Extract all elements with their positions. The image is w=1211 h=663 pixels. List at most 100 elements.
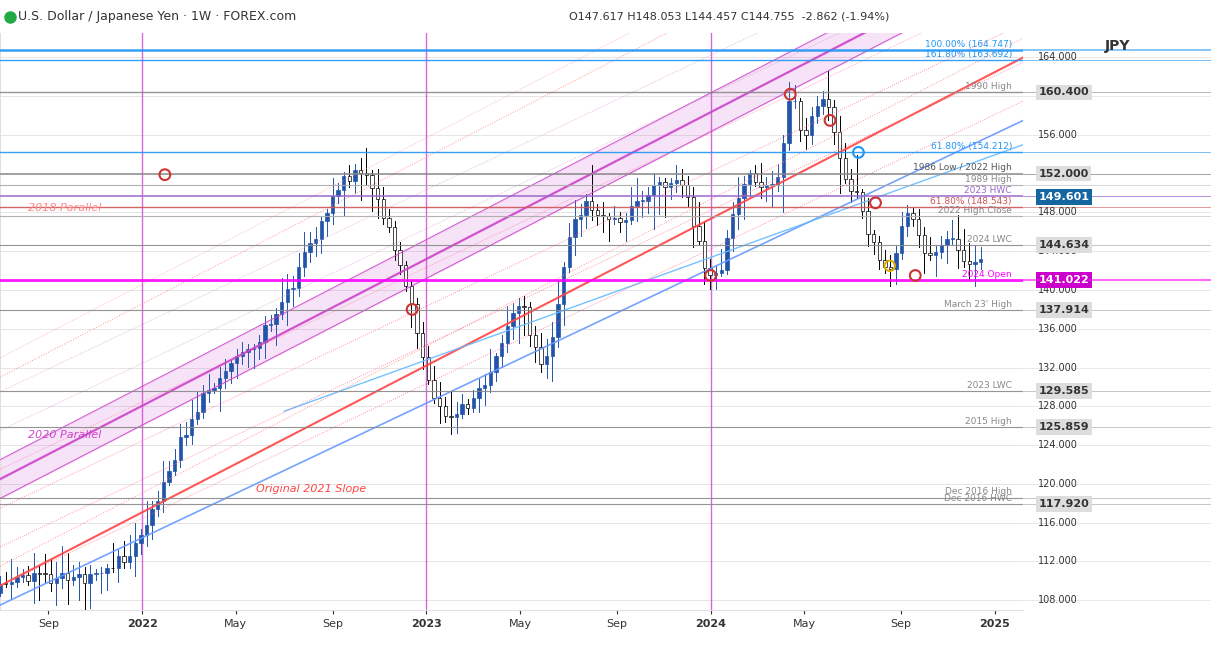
Text: 2018 Parallel: 2018 Parallel <box>28 203 102 213</box>
Bar <box>54 577 58 583</box>
Bar <box>562 267 566 304</box>
Bar <box>342 176 345 190</box>
Text: 1986 Low / 2022 High: 1986 Low / 2022 High <box>913 163 1012 172</box>
Bar <box>923 235 926 253</box>
Bar <box>579 215 582 219</box>
Bar <box>241 351 245 357</box>
Text: U.S. Dollar / Japanese Yen · 1W · FOREX.com: U.S. Dollar / Japanese Yen · 1W · FOREX.… <box>18 10 297 23</box>
Bar <box>872 235 876 242</box>
Bar <box>895 253 897 269</box>
Text: 136.000: 136.000 <box>1038 324 1078 334</box>
Bar <box>776 177 780 184</box>
Bar <box>48 574 52 583</box>
Text: 112.000: 112.000 <box>1038 556 1078 566</box>
Bar <box>804 130 808 135</box>
Bar <box>675 180 678 183</box>
Bar <box>432 380 436 398</box>
Bar <box>426 357 430 380</box>
Bar <box>173 460 177 471</box>
Text: 108.000: 108.000 <box>1038 595 1078 605</box>
Bar <box>320 221 323 239</box>
Bar <box>326 213 328 221</box>
Bar <box>128 556 131 562</box>
Text: 116.000: 116.000 <box>1038 518 1078 528</box>
Bar <box>974 263 977 264</box>
Point <box>402 304 421 315</box>
Bar <box>940 245 943 251</box>
Bar <box>647 195 650 201</box>
Bar <box>71 577 75 580</box>
Text: 1989 High: 1989 High <box>965 175 1012 184</box>
Bar <box>698 226 700 241</box>
Bar <box>855 191 859 192</box>
Text: 141.022: 141.022 <box>1038 275 1089 285</box>
Text: 129.585: 129.585 <box>1038 386 1089 396</box>
Bar <box>27 575 30 581</box>
Bar <box>4 583 7 584</box>
Bar <box>522 306 526 308</box>
Bar <box>404 265 407 286</box>
Bar <box>280 302 283 314</box>
Point <box>880 261 900 271</box>
Bar <box>252 348 256 349</box>
Text: Original 2021 Slope: Original 2021 Slope <box>256 484 366 494</box>
Bar <box>472 398 475 408</box>
Bar <box>415 304 419 333</box>
Bar <box>827 99 831 107</box>
Text: 149.601: 149.601 <box>1038 192 1090 202</box>
Bar <box>0 584 1 593</box>
Bar <box>122 556 126 562</box>
Bar <box>145 525 148 535</box>
Text: Dec 2016 High: Dec 2016 High <box>945 487 1012 496</box>
Text: 2023 HWC: 2023 HWC <box>964 186 1012 194</box>
Bar <box>957 239 960 250</box>
Point <box>781 89 800 99</box>
Point <box>820 115 839 126</box>
Bar <box>44 573 47 574</box>
Bar <box>500 343 504 357</box>
Bar <box>190 420 194 435</box>
Bar <box>331 196 334 213</box>
Bar <box>765 185 768 187</box>
Bar <box>630 206 633 220</box>
Text: 160.400: 160.400 <box>1038 88 1089 97</box>
Bar <box>815 105 819 116</box>
Text: 2022 High.Close: 2022 High.Close <box>939 206 1012 215</box>
Bar <box>798 101 802 130</box>
Bar <box>668 183 672 187</box>
Bar <box>105 568 109 573</box>
Bar <box>167 471 171 482</box>
Bar <box>269 324 272 326</box>
Bar <box>505 326 509 343</box>
Bar <box>116 556 120 568</box>
Bar <box>460 404 464 414</box>
Bar <box>528 308 532 335</box>
Bar <box>348 176 351 182</box>
Text: 2024 LWC: 2024 LWC <box>968 235 1012 244</box>
Bar <box>10 582 13 584</box>
Bar <box>912 213 914 219</box>
Bar <box>365 173 368 175</box>
Text: 140.000: 140.000 <box>1038 285 1078 295</box>
Bar <box>861 192 863 211</box>
Text: 161.80% (163.692): 161.80% (163.692) <box>924 50 1012 59</box>
Text: 152.000: 152.000 <box>1038 168 1078 179</box>
Bar <box>736 198 740 214</box>
Bar <box>517 306 521 313</box>
Bar <box>371 175 374 188</box>
Bar <box>742 184 746 198</box>
Text: 1990 High: 1990 High <box>965 82 1012 91</box>
Bar <box>358 170 362 173</box>
Text: 61.80% (148.543): 61.80% (148.543) <box>930 197 1012 206</box>
Bar <box>590 201 593 210</box>
Text: 2024 Open: 2024 Open <box>963 270 1012 278</box>
Bar <box>878 242 880 260</box>
Bar <box>483 385 487 388</box>
Bar <box>88 574 92 583</box>
Text: 61.80% (154.212): 61.80% (154.212) <box>930 142 1012 151</box>
Bar <box>568 237 570 267</box>
Bar <box>195 412 199 420</box>
Text: 164.000: 164.000 <box>1038 52 1078 62</box>
Bar <box>613 218 616 219</box>
Bar <box>150 509 154 525</box>
